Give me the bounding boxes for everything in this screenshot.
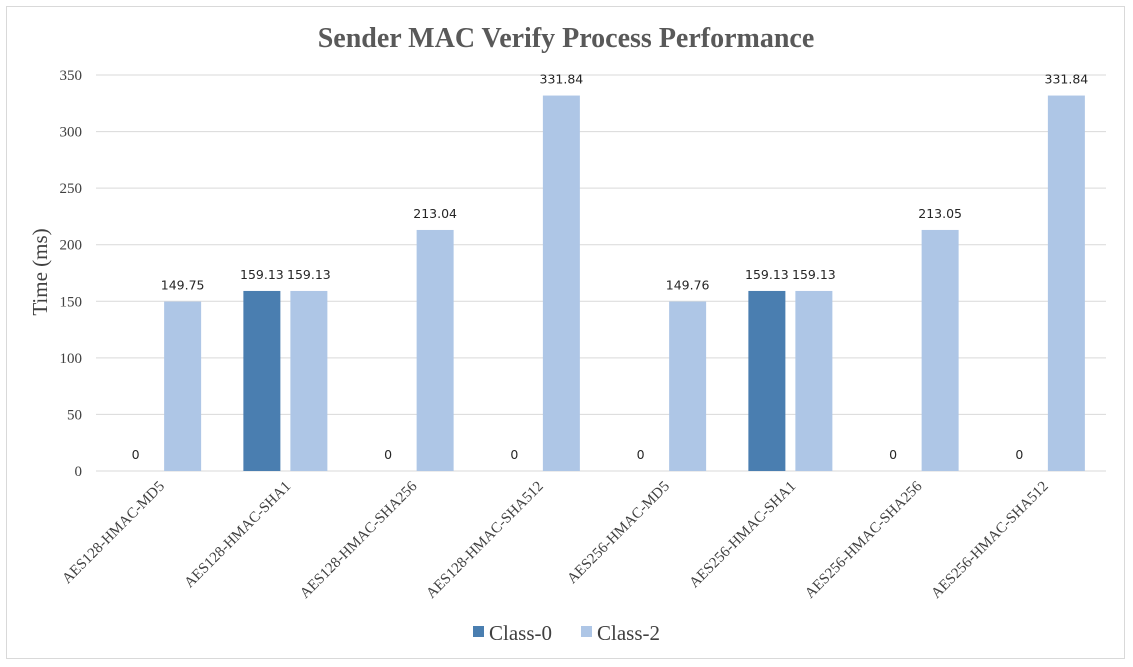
data-label: 159.13	[745, 267, 789, 282]
data-label: 0	[132, 447, 140, 462]
data-label: 159.13	[240, 267, 284, 282]
bar-class-0-aes256-hmac-sha1	[748, 290, 786, 471]
data-label: 0	[889, 447, 897, 462]
legend-label-class-2: Class-2	[597, 621, 660, 645]
x-tick-label: AES256-HMAC-SHA256	[802, 478, 926, 602]
bar-class-0-aes128-hmac-sha1	[243, 290, 281, 471]
data-label: 213.04	[413, 206, 457, 221]
x-tick-labels: AES128-HMAC-MD5 AES128-HMAC-SHA1 AES128-HM…	[59, 478, 1051, 602]
data-label: 331.84	[1045, 72, 1089, 87]
chart-frame	[6, 6, 1125, 659]
y-tick-label: 0	[75, 464, 83, 480]
bar-class-2-aes256-hmac-sha512	[1047, 95, 1085, 471]
bar-class-2-aes128-hmac-md5	[164, 301, 202, 471]
x-tick-label: AES128-HMAC-SHA512	[423, 479, 546, 602]
x-tick-label: AES128-HMAC-MD5	[59, 479, 168, 588]
y-tick-label: 350	[60, 68, 83, 84]
x-tick-label: AES256-HMAC-SHA1	[687, 479, 800, 592]
data-label: 159.13	[287, 267, 331, 282]
bar-class-2-aes256-hmac-sha1	[795, 290, 833, 471]
y-tick-label: 300	[60, 125, 83, 141]
x-tick-label: AES256-HMAC-MD5	[564, 479, 673, 588]
data-label: 159.13	[792, 267, 836, 282]
legend-swatch-class-2	[581, 626, 592, 637]
y-axis-label: Time (ms)	[28, 228, 52, 315]
data-label: 0	[510, 447, 518, 462]
y-tick-label: 250	[60, 181, 83, 197]
legend: Class-0 Class-2	[473, 621, 660, 645]
legend-swatch-class-0	[473, 626, 484, 637]
x-tick-label: AES128-HMAC-SHA256	[297, 478, 421, 602]
y-tick-label: 150	[60, 294, 83, 310]
data-label: 213.05	[918, 206, 962, 221]
y-tick-label: 200	[60, 238, 83, 254]
data-label: 149.75	[161, 278, 205, 293]
bars	[164, 95, 1085, 471]
x-tick-label: AES128-HMAC-SHA1	[182, 479, 295, 592]
x-tick-label: AES256-HMAC-SHA512	[928, 479, 1051, 602]
bar-class-2-aes128-hmac-sha512	[542, 95, 580, 471]
y-tick-label: 50	[67, 407, 82, 423]
bar-class-2-aes128-hmac-sha256	[416, 229, 454, 471]
bar-class-2-aes256-hmac-sha256	[921, 229, 959, 471]
data-label: 0	[1015, 447, 1023, 462]
y-tick-label: 100	[60, 351, 83, 367]
data-label: 0	[384, 447, 392, 462]
bar-class-2-aes256-hmac-md5	[669, 301, 707, 471]
data-label: 149.76	[666, 278, 710, 293]
chart-title: Sender MAC Verify Process Performance	[318, 23, 815, 54]
bar-class-2-aes128-hmac-sha1	[290, 290, 328, 471]
data-label: 0	[637, 447, 645, 462]
y-tick-labels: 0 50 100 150 200 250 300 350	[60, 68, 83, 480]
legend-label-class-0: Class-0	[489, 621, 552, 645]
data-label: 331.84	[540, 72, 584, 87]
